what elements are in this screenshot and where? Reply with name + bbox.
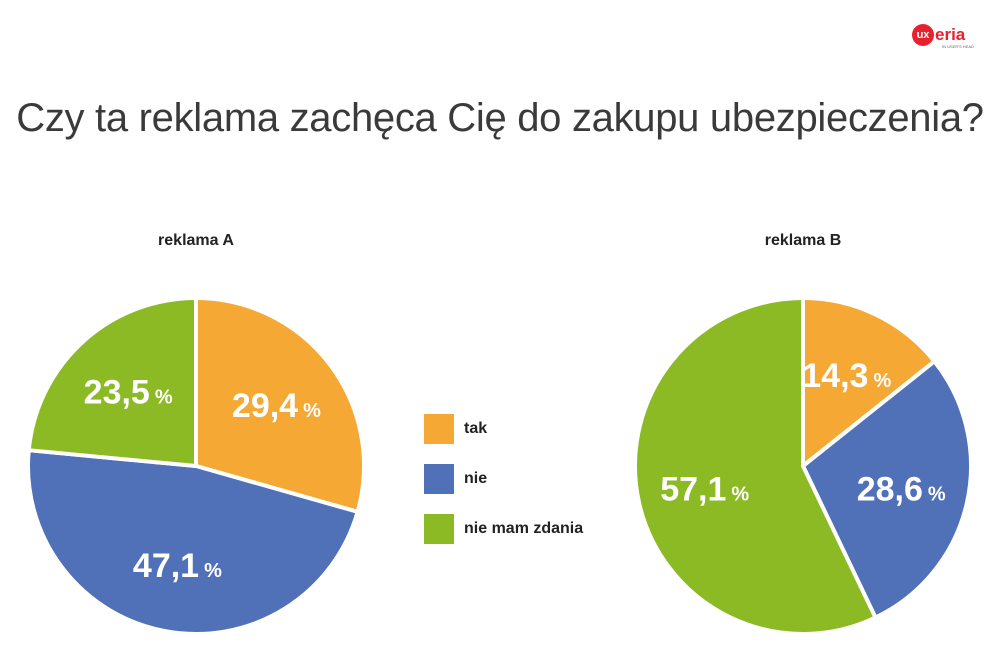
logo-tagline: IN USER'S HEAD xyxy=(942,44,974,49)
pie-a-slice-nie-mam-zdania xyxy=(26,296,198,468)
legend-label-tak: tak xyxy=(464,420,488,437)
legend-item-nie: nie xyxy=(424,464,624,494)
pie-a: 29,4 % 47,1 % 23,5% xyxy=(26,296,366,636)
legend-swatch-nie-mam-zdania xyxy=(424,514,454,544)
pie-b-label-nie: 28,6% xyxy=(857,471,946,509)
legend-swatch-tak xyxy=(424,414,454,444)
pie-b-label-tak: 14,3% xyxy=(802,357,891,395)
pie-a-label-tak: 29,4% xyxy=(232,387,321,425)
legend-item-tak: tak xyxy=(424,414,624,444)
logo-word: eria xyxy=(935,25,966,44)
legend-swatch-nie xyxy=(424,464,454,494)
logo-mark: ux xyxy=(912,24,934,46)
pie-a-label-nie: 47,1% xyxy=(133,547,222,585)
pie-b-slice-tak xyxy=(801,296,937,468)
pie-b-slice-nie-mam-zdania xyxy=(633,296,878,636)
pie-a-slice-tak xyxy=(194,296,366,514)
pie-a-title: reklama A xyxy=(158,232,234,249)
uxeria-logo: ux eria IN USER'S HEAD xyxy=(912,24,982,50)
chart-title: Czy ta reklama zachęca Cię do zakupu ube… xyxy=(16,96,984,140)
legend-label-nie: nie xyxy=(464,470,488,487)
pie-b-title: reklama B xyxy=(764,232,842,249)
pie-a-slice-nie xyxy=(26,448,360,636)
pie-a-label-nie-mam-zdania: 23,5% xyxy=(84,373,173,411)
pie-b-label-nie-mam-zdania: 57,1% xyxy=(660,470,749,508)
pie-b: 14,3 % 28,6 % 57,1% xyxy=(633,296,973,636)
legend-label-nie-mam-zdania: nie mam zdania xyxy=(464,520,584,537)
legend-item-nie-mam-zdania: nie mam zdania xyxy=(424,514,624,544)
